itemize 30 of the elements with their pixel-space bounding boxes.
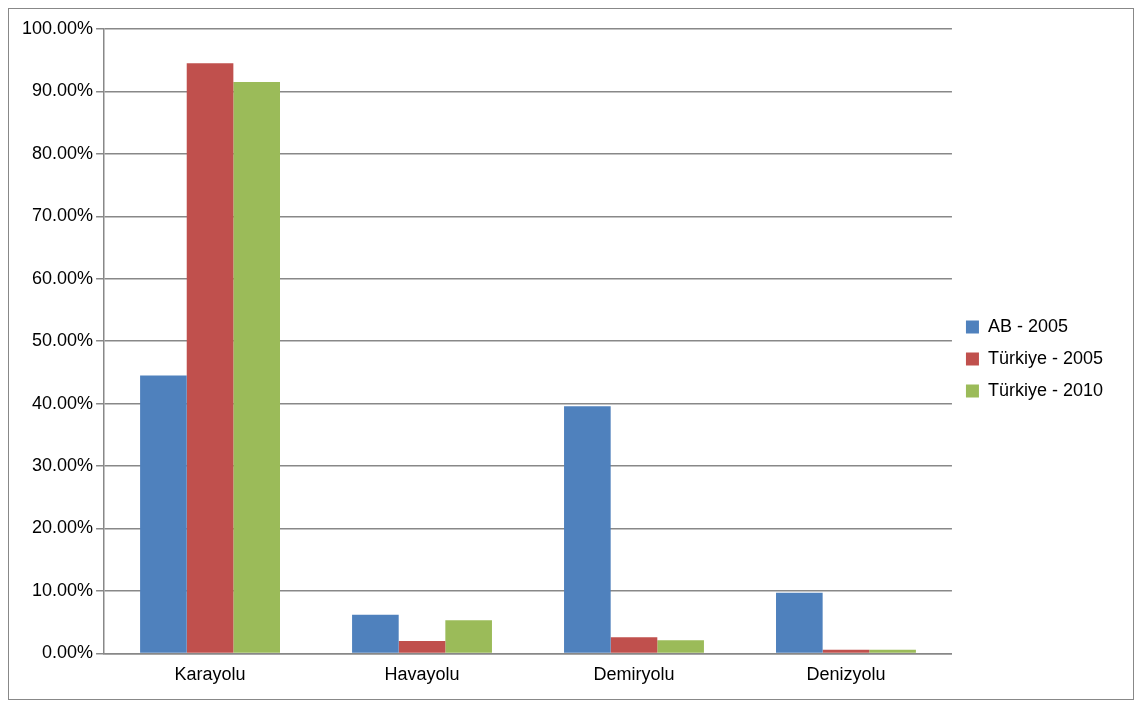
x-tick-label: Demiryolu bbox=[593, 664, 675, 685]
y-tick-label: 80.00% bbox=[32, 142, 94, 163]
bar bbox=[398, 640, 446, 653]
x-tick-label: Havayolu bbox=[384, 664, 460, 685]
legend-label: AB - 2005 bbox=[987, 315, 1069, 336]
bar bbox=[610, 637, 658, 653]
y-tick-label: 100.00% bbox=[22, 17, 94, 38]
y-tick-label: 50.00% bbox=[32, 330, 94, 351]
bar bbox=[445, 620, 492, 653]
y-tick-label: 10.00% bbox=[32, 579, 94, 600]
bar bbox=[776, 592, 823, 653]
bar bbox=[869, 649, 916, 653]
bar bbox=[352, 614, 399, 653]
bar bbox=[564, 406, 611, 653]
y-tick-label: 40.00% bbox=[32, 392, 94, 413]
bar bbox=[822, 649, 870, 653]
y-tick-label: 0.00% bbox=[42, 642, 94, 663]
bar bbox=[186, 63, 234, 653]
x-tick-label: Denizyolu bbox=[806, 664, 886, 685]
y-tick-label: 90.00% bbox=[32, 80, 94, 101]
y-tick-label: 70.00% bbox=[32, 205, 94, 226]
bar bbox=[233, 82, 280, 653]
x-tick-label: Karayolu bbox=[174, 664, 246, 685]
bar bbox=[657, 640, 704, 653]
y-tick-label: 30.00% bbox=[32, 455, 94, 476]
legend-label: Türkiye - 2005 bbox=[987, 347, 1104, 368]
y-tick-label: 20.00% bbox=[32, 517, 94, 538]
y-tick-label: 60.00% bbox=[32, 267, 94, 288]
legend-label: Türkiye - 2010 bbox=[987, 379, 1104, 400]
bar bbox=[140, 375, 187, 653]
